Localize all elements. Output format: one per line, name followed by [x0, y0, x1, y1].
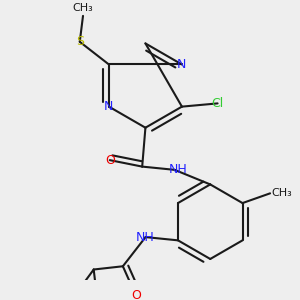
Text: NH: NH [136, 231, 155, 244]
Text: S: S [76, 35, 84, 48]
Text: O: O [131, 289, 141, 300]
Text: N: N [177, 58, 187, 71]
Text: CH₃: CH₃ [272, 188, 292, 198]
Text: Cl: Cl [212, 97, 224, 110]
Text: N: N [104, 100, 114, 113]
Text: NH: NH [169, 163, 187, 176]
Text: O: O [105, 154, 115, 166]
Text: CH₃: CH₃ [73, 3, 93, 13]
